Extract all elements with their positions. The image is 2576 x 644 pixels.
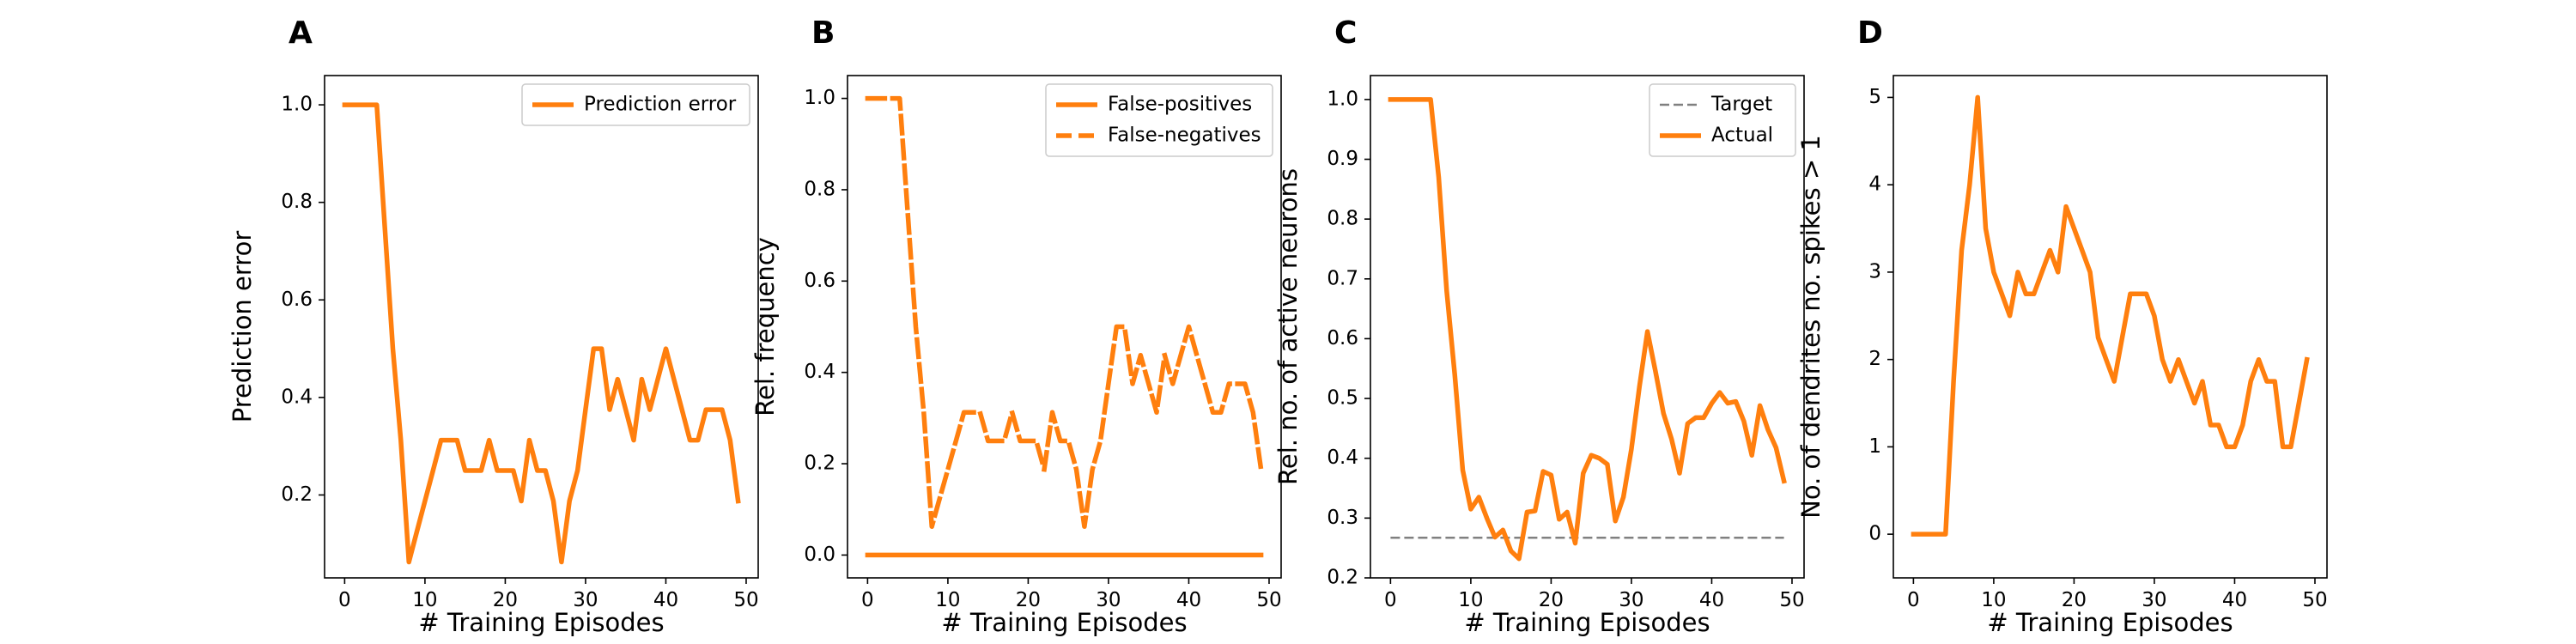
- legend-box: [1045, 83, 1273, 157]
- y-tick-label: 0.6: [804, 270, 835, 292]
- x-tick-label: 0: [1907, 589, 1920, 611]
- plot-frame: [847, 75, 1282, 579]
- x-tick-label: 20: [2062, 589, 2087, 611]
- y-tick-label: 0.2: [804, 453, 835, 475]
- legend: False-positives False-negatives: [1045, 83, 1273, 157]
- x-tick-label: 30: [573, 589, 598, 611]
- y-tick-label: 0.6: [281, 289, 313, 311]
- x-tick-label: 50: [733, 589, 758, 611]
- y-axis-label: No. of dendrites no. spikes > 1: [1796, 135, 1826, 519]
- x-tick-label: 10: [1458, 589, 1483, 611]
- x-tick-label: 40: [653, 589, 678, 611]
- y-axis-label: Rel. no. of active neurons: [1273, 168, 1303, 485]
- panel-letter: A: [289, 15, 313, 51]
- legend: Target Actual: [1649, 83, 1796, 157]
- x-tick-label: 20: [1016, 589, 1041, 611]
- y-tick-label: 0.4: [804, 361, 835, 383]
- y-tick-label: 0.6: [1327, 327, 1358, 349]
- x-tick-label: 0: [338, 589, 351, 611]
- legend-label: Prediction error: [584, 94, 737, 116]
- y-tick-label: 1.0: [804, 87, 835, 109]
- x-tick-label: 50: [2302, 589, 2327, 611]
- panel-d: D 0 10 20 30 40 50 0 1 2 3 4 5 # Training Episodes No.…: [1796, 15, 2328, 637]
- x-tick-label: 0: [1384, 589, 1397, 611]
- plot-frame: [1893, 75, 2328, 579]
- panel-letter: D: [1857, 15, 1883, 51]
- y-tick-label: 0: [1868, 523, 1881, 545]
- legend-label: Target: [1710, 94, 1772, 116]
- y-tick-label: 1.0: [281, 94, 313, 116]
- series-line: [1911, 94, 2310, 537]
- x-tick-label: 30: [1096, 589, 1121, 611]
- panel-letter: C: [1334, 15, 1357, 51]
- legend-label: Actual: [1711, 125, 1773, 147]
- x-tick-label: 30: [1619, 589, 1643, 611]
- x-tick-label: 40: [1176, 589, 1201, 611]
- x-tick-label: 10: [412, 589, 437, 611]
- y-tick-label: 0.8: [281, 191, 313, 213]
- y-tick-label: 0.0: [804, 544, 835, 566]
- y-tick-label: 0.7: [1327, 267, 1358, 289]
- x-tick-label: 20: [1539, 589, 1564, 611]
- y-tick-label: 0.4: [1327, 447, 1358, 469]
- x-axis-label: # Training Episodes: [1464, 608, 1710, 637]
- legend-label: False-positives: [1108, 94, 1252, 116]
- series-false-negatives: [865, 95, 1264, 529]
- y-tick-label: 0.5: [1327, 387, 1358, 410]
- series-actual: [1388, 97, 1787, 562]
- y-axis-label: Rel. frequency: [750, 237, 780, 416]
- y-tick-label: 1: [1868, 435, 1881, 458]
- x-axis-label: # Training Episodes: [941, 608, 1187, 637]
- y-tick-label: 0.4: [281, 386, 313, 408]
- panel-letter: B: [811, 15, 835, 51]
- x-tick-label: 50: [1779, 589, 1804, 611]
- y-tick-label: 4: [1868, 173, 1881, 196]
- y-tick-label: 0.8: [1327, 208, 1358, 230]
- y-tick-label: 0.2: [281, 483, 313, 506]
- legend-box: [1649, 83, 1796, 157]
- x-axis-label: # Training Episodes: [1987, 608, 2233, 637]
- plot-frame: [1370, 75, 1805, 579]
- panel-b: B 0 10 20 30 40 50 0.0 0.2 0.4 0.6 0.8 1.0 # Training…: [750, 15, 1282, 637]
- legend-box: [521, 83, 750, 126]
- x-tick-label: 0: [861, 589, 874, 611]
- y-axis-label: Prediction error: [228, 231, 257, 423]
- plot-frame: [324, 75, 759, 579]
- x-tick-label: 50: [1256, 589, 1281, 611]
- x-tick-label: 40: [1699, 589, 1724, 611]
- y-tick-label: 1.0: [1327, 88, 1358, 110]
- y-tick-label: 2: [1868, 348, 1881, 370]
- panel-c: C 0 10 20 30 40 50 0.2 0.3 0.4 0.5 0.6 0.7 0.8 0.9 1.0 #…: [1273, 15, 1805, 637]
- x-tick-label: 10: [935, 589, 960, 611]
- y-tick-label: 5: [1868, 86, 1881, 108]
- legend-label: False-negatives: [1108, 125, 1261, 147]
- y-tick-label: 0.8: [804, 178, 835, 200]
- x-axis-label: # Training Episodes: [418, 608, 664, 637]
- y-tick-label: 3: [1868, 260, 1881, 283]
- x-tick-label: 10: [1981, 589, 2006, 611]
- panel-a: A 0 10 20 30 40 50 0.2 0.4 0.6 0.8 1.0 # Training Ep…: [228, 15, 759, 637]
- y-tick-label: 0.2: [1327, 567, 1358, 589]
- x-tick-label: 40: [2222, 589, 2247, 611]
- x-tick-label: 30: [2142, 589, 2166, 611]
- y-tick-label: 0.3: [1327, 507, 1358, 529]
- series-prediction-error: [342, 102, 741, 565]
- x-tick-label: 20: [493, 589, 518, 611]
- legend: Prediction error: [521, 83, 750, 126]
- y-tick-label: 0.9: [1327, 148, 1358, 170]
